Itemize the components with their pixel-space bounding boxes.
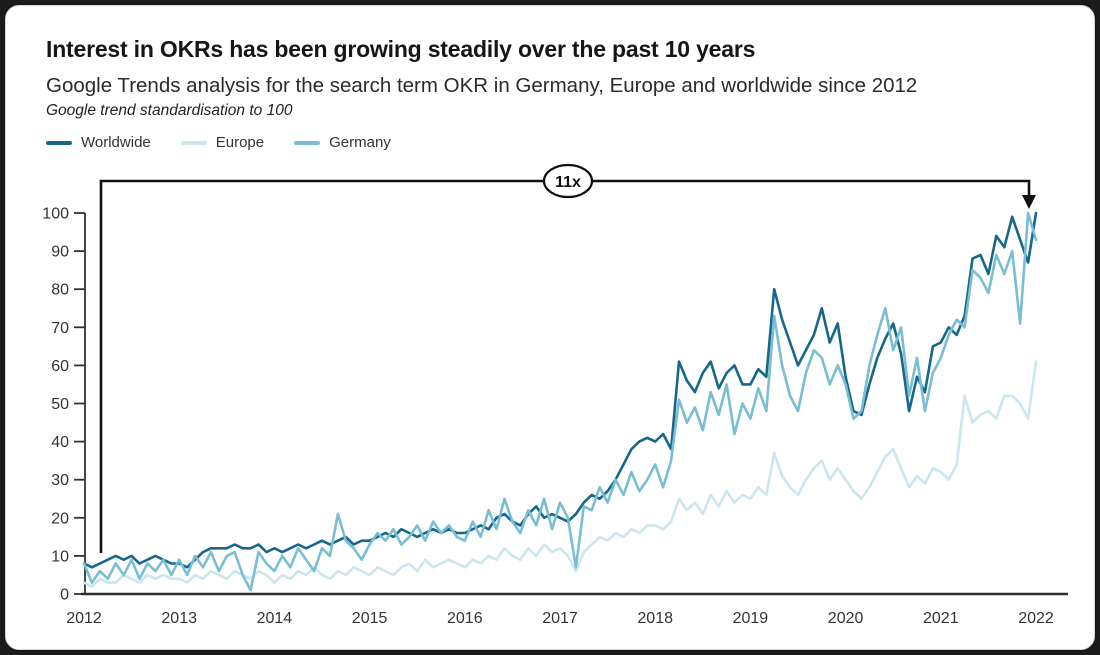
legend-swatch-germany (294, 140, 321, 145)
x-tick-label: 2016 (447, 610, 483, 627)
y-tick-label: 30 (51, 472, 69, 489)
growth-multiplier-badge (542, 163, 594, 199)
y-tick-label: 80 (51, 282, 69, 299)
legend-item-europe: Europe (180, 134, 265, 151)
x-tick-label: 2015 (352, 610, 388, 627)
y-tick-label: 90 (51, 244, 69, 261)
x-tick-label: 2020 (828, 610, 864, 627)
growth-multiplier-label: 11x (555, 174, 581, 191)
x-tick-label: 2012 (66, 610, 102, 627)
y-tick-label: 50 (51, 396, 69, 413)
europe-line (82, 360, 1038, 588)
chart-card: Interest in OKRs has been growing steadi… (5, 5, 1095, 650)
y-tick-label: 0 (60, 587, 69, 604)
legend-label: Germany (329, 134, 391, 151)
chart-legend: Worldwide Europe Germany (46, 134, 391, 151)
y-axis: 0 10 20 30 40 50 60 70 80 90 100 (42, 206, 86, 604)
y-tick-label: 20 (51, 510, 69, 527)
worldwide-line (82, 211, 1038, 569)
x-tick-label: 2017 (542, 610, 578, 627)
y-tick-label: 10 (51, 548, 69, 565)
y-tick-label: 70 (51, 320, 69, 337)
x-tick-label: 2013 (161, 610, 197, 627)
x-tick-label: 2019 (733, 610, 769, 627)
y-tick-label: 100 (42, 206, 69, 223)
chart-title: Interest in OKRs has been growing steadi… (46, 36, 756, 62)
legend-swatch-europe (180, 140, 207, 145)
legend-item-germany: Germany (294, 134, 391, 151)
chart-subtitle: Google Trends analysis for the search te… (46, 74, 918, 97)
growth-annotation: 11x (99, 163, 1036, 553)
x-tick-label: 2014 (257, 610, 293, 627)
chart-unit-note: Google trend standardisation to 100 (46, 102, 293, 119)
x-tick-label: 2021 (923, 610, 959, 627)
y-tick-label: 40 (51, 434, 69, 451)
legend-label: Worldwide (81, 134, 151, 151)
y-tick-label: 60 (51, 358, 69, 375)
legend-label: Europe (215, 134, 265, 151)
x-tick-label: 2018 (637, 610, 673, 627)
x-tick-label: 2022 (1018, 610, 1054, 627)
germany-line (82, 211, 1038, 592)
x-axis: 2012 2013 2014 2015 2016 2017 2018 2019 2020 2021… (66, 592, 1068, 627)
legend-swatch-worldwide (46, 140, 72, 145)
arrow-down-icon (1022, 195, 1036, 209)
legend-item-worldwide: Worldwide (46, 134, 151, 151)
